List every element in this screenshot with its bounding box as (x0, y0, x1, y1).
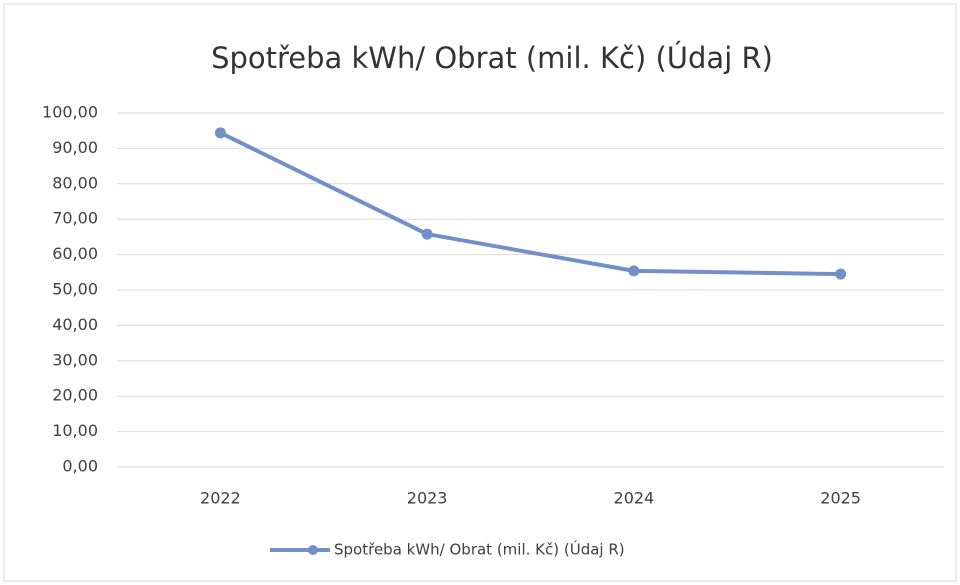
point (628, 265, 640, 277)
x-tick-label: 2024 (614, 489, 655, 508)
y-tick-label: 50,00 (52, 280, 98, 299)
chart-border (3, 3, 957, 582)
y-tick-label: 40,00 (52, 315, 98, 334)
y-tick-label: 30,00 (52, 350, 98, 369)
legend-marker (308, 545, 318, 555)
y-tick-label: 60,00 (52, 244, 98, 263)
line (219, 131, 841, 277)
x-tick-label: 2025 (820, 489, 861, 508)
y-tick-label: 80,00 (52, 173, 98, 192)
y-tick-label: 0,00 (62, 457, 98, 476)
y-tick-label: 10,00 (52, 421, 98, 440)
point (835, 268, 847, 280)
point (421, 228, 433, 240)
y-tick-label: 20,00 (52, 386, 98, 405)
x-tick-label: 2022 (200, 489, 241, 508)
y-tick-label: 100,00 (42, 103, 98, 122)
x-tick-label: 2023 (407, 489, 448, 508)
legend-label: Spotřeba kWh/ Obrat (mil. Kč) (Údaj R) (334, 540, 625, 559)
y-tick-label: 70,00 (52, 209, 98, 228)
chart-title: Spotřeba kWh/ Obrat (mil. Kč) (Údaj R) (211, 41, 773, 75)
y-tick-label: 90,00 (52, 138, 98, 157)
point (214, 127, 226, 139)
